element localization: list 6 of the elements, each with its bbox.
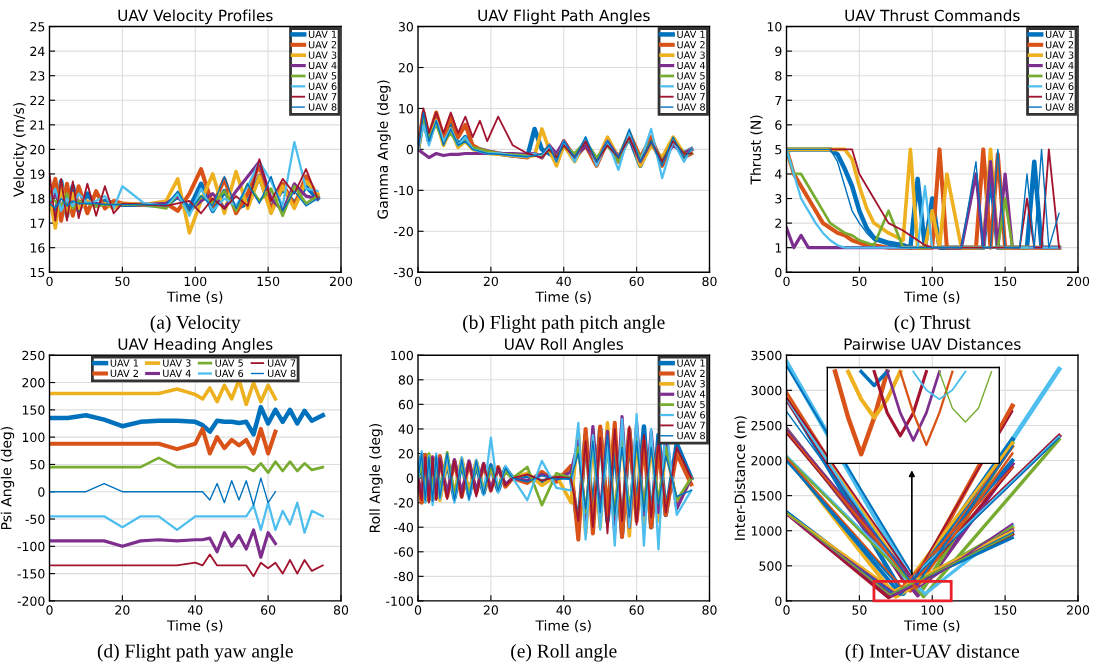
text: (b) Flight path pitch angle — [463, 315, 665, 333]
text: (f) Inter-UAV distance — [845, 643, 1020, 662]
text: (e) Roll angle — [511, 643, 617, 662]
text: (a) Velocity — [150, 315, 241, 333]
text: (c) Thrust — [894, 315, 971, 333]
text: (d) Flight path yaw angle — [97, 643, 293, 662]
